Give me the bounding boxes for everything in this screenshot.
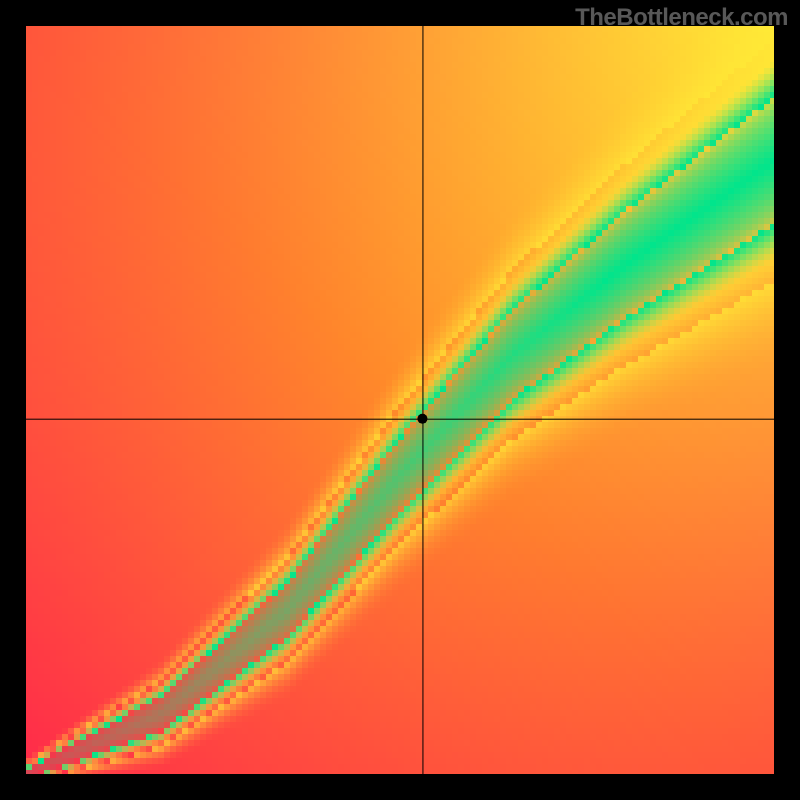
- chart-container: TheBottleneck.com: [0, 0, 800, 800]
- bottleneck-heatmap: [0, 0, 800, 800]
